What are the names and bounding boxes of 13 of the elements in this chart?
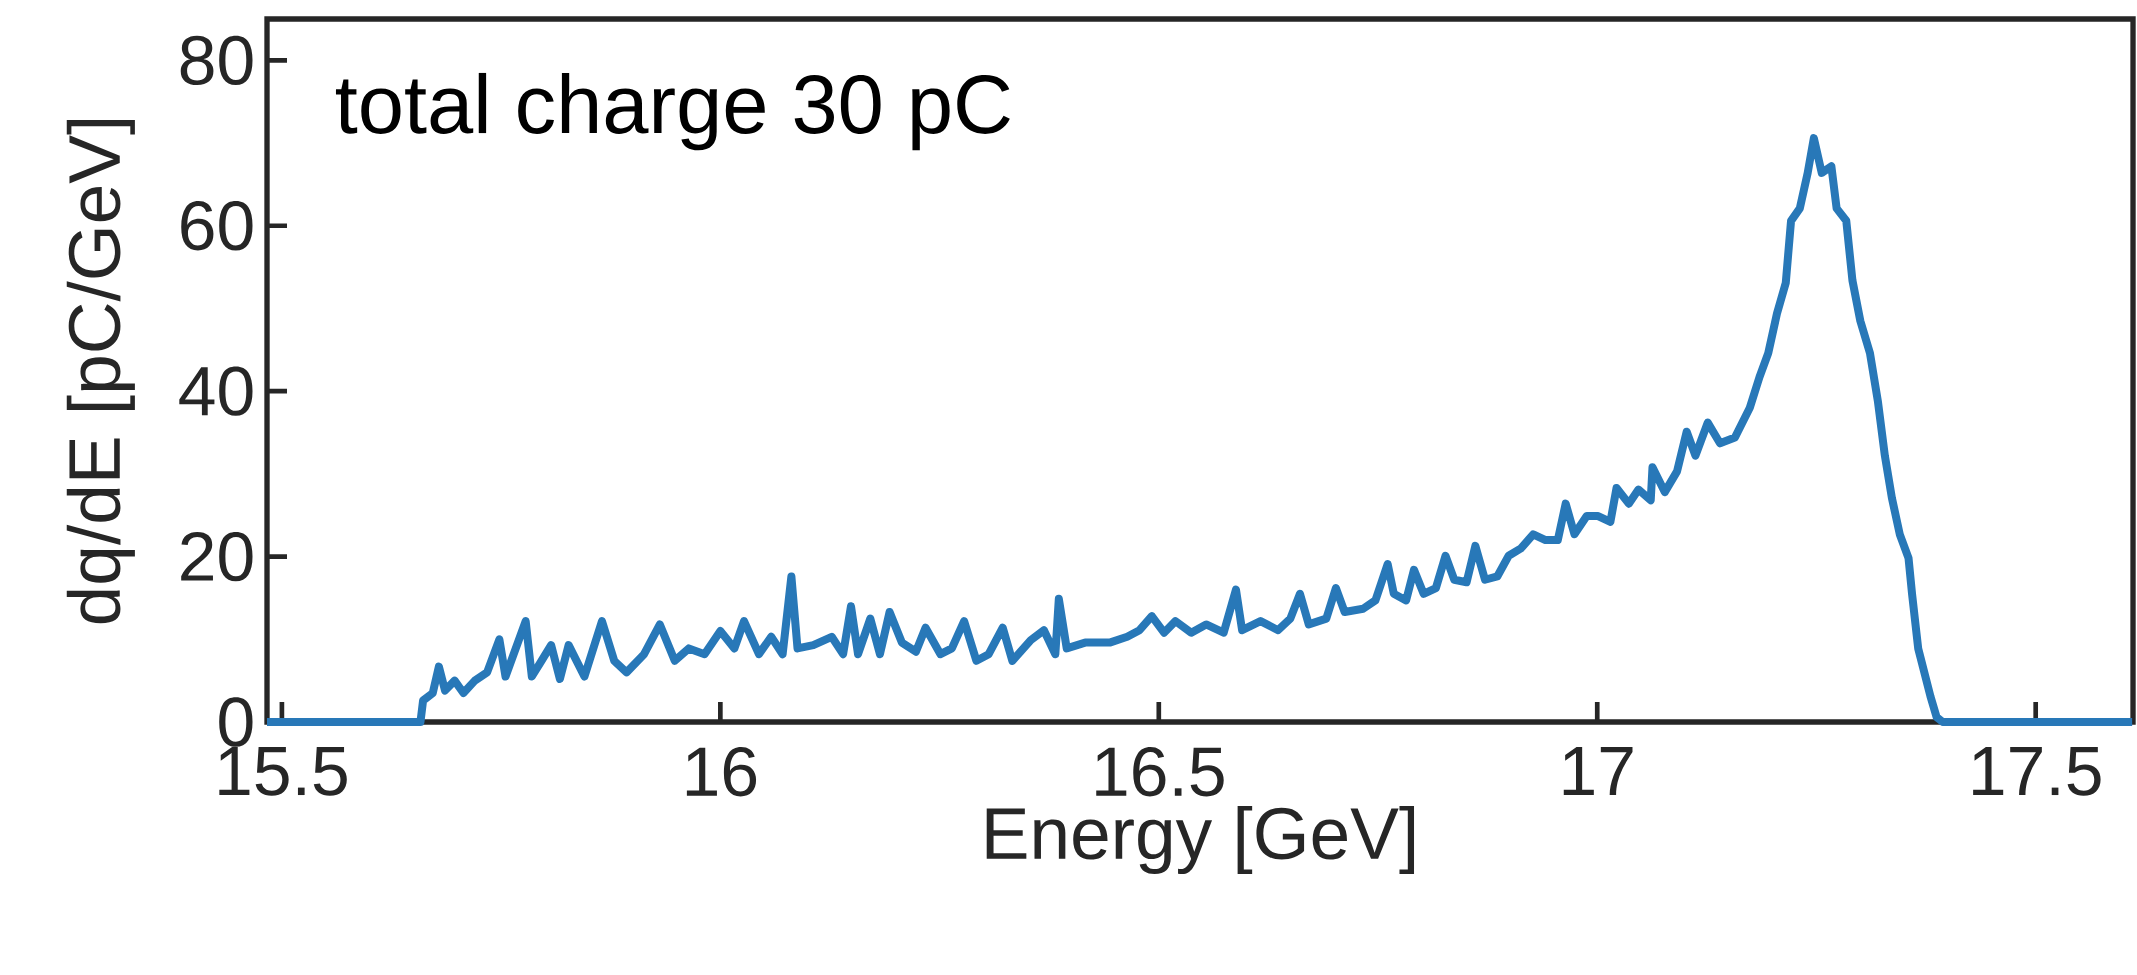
y-tick-label: 20 <box>181 531 253 582</box>
y-tick-label: 40 <box>179 366 253 416</box>
x-tick-label: 17 <box>1563 747 1633 796</box>
x-tick-label: 16 <box>686 747 757 797</box>
x-tick-label: 16.5 <box>1096 747 1224 797</box>
x-tick-label: 15.5 <box>219 747 347 796</box>
y-tick-label: 80 <box>180 35 253 86</box>
x-axis-title: Energy [GeV] <box>986 805 1415 875</box>
x-tick-label: 17.5 <box>1973 747 2101 796</box>
y-axis-title: dq/dE [pC/GeV] <box>66 119 135 624</box>
y-tick-label: 0 <box>219 697 253 747</box>
annotation: total charge 30 pC <box>335 72 1010 151</box>
y-tick-label: 60 <box>181 201 253 251</box>
